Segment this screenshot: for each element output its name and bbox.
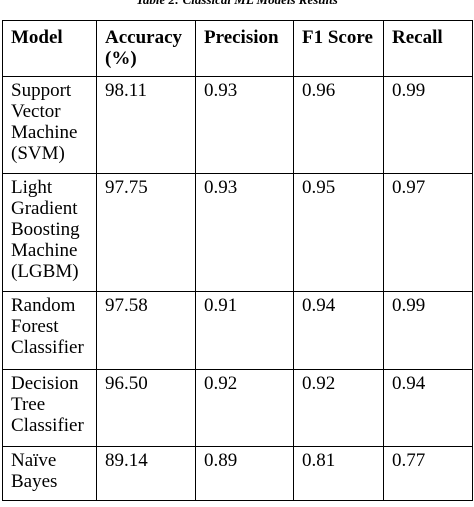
f1-cell: 0.95	[293, 173, 384, 292]
header-f1-score: F1 Score	[293, 20, 384, 77]
recall-cell: 0.77	[383, 446, 473, 501]
model-cell: Naïve Bayes	[2, 446, 97, 501]
precision-cell: 0.93	[195, 173, 294, 292]
accuracy-cell: 98.11	[96, 76, 196, 174]
precision-cell: 0.93	[195, 76, 294, 174]
precision-cell: 0.89	[195, 446, 294, 501]
precision-cell: 0.91	[195, 291, 294, 370]
table-row: Random Forest Classifier 97.58 0.91 0.94…	[2, 291, 473, 370]
model-cell: Light Gradient Boosting Machine (LGBM)	[2, 173, 97, 292]
accuracy-cell: 97.75	[96, 173, 196, 292]
accuracy-cell: 96.50	[96, 369, 196, 447]
table-row: Support Vector Machine (SVM) 98.11 0.93 …	[2, 76, 473, 174]
model-cell: Support Vector Machine (SVM)	[2, 76, 97, 174]
header-accuracy: Accuracy (%)	[96, 20, 196, 77]
table-row: Naïve Bayes 89.14 0.89 0.81 0.77	[2, 446, 473, 501]
model-cell: Random Forest Classifier	[2, 291, 97, 370]
precision-cell: 0.92	[195, 369, 294, 447]
header-precision: Precision	[195, 20, 294, 77]
f1-cell: 0.92	[293, 369, 384, 447]
recall-cell: 0.94	[383, 369, 473, 447]
accuracy-cell: 89.14	[96, 446, 196, 501]
table-caption: Table 2: Classical ML Models Results	[0, 0, 474, 8]
table-row: Light Gradient Boosting Machine (LGBM) 9…	[2, 173, 473, 292]
recall-cell: 0.99	[383, 76, 473, 174]
recall-cell: 0.97	[383, 173, 473, 292]
table-header-row: Model Accuracy (%) Precision F1 Score Re…	[2, 20, 473, 77]
model-cell: Decision Tree Classifier	[2, 369, 97, 447]
header-recall: Recall	[383, 20, 473, 77]
recall-cell: 0.99	[383, 291, 473, 370]
header-model: Model	[2, 20, 97, 77]
results-table: Model Accuracy (%) Precision F1 Score Re…	[2, 20, 473, 501]
table-row: Decision Tree Classifier 96.50 0.92 0.92…	[2, 369, 473, 447]
f1-cell: 0.94	[293, 291, 384, 370]
accuracy-cell: 97.58	[96, 291, 196, 370]
f1-cell: 0.96	[293, 76, 384, 174]
f1-cell: 0.81	[293, 446, 384, 501]
